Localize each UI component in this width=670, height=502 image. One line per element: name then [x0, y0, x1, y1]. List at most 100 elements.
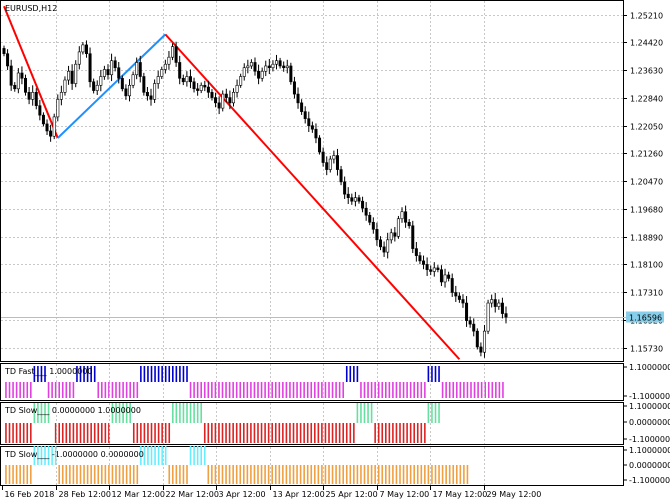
candle	[429, 265, 433, 276]
td-slow-2-label: TD Slow___ -1.0000000 0.0000000	[4, 450, 144, 459]
candle-body-bull	[246, 65, 250, 69]
histogram-bar	[271, 423, 273, 443]
histogram-bar	[243, 382, 245, 398]
histogram-bar	[211, 465, 213, 484]
candle	[479, 342, 483, 357]
candle-body-bear	[214, 97, 218, 104]
histogram-bar	[459, 465, 462, 484]
histogram-bar	[97, 423, 100, 443]
candle-body-bear	[393, 232, 397, 237]
histogram-bar	[466, 465, 469, 484]
histogram-bar	[111, 403, 114, 423]
histogram-bar	[253, 423, 256, 443]
histogram-bar	[409, 465, 412, 484]
histogram-bar	[111, 382, 114, 398]
candle-body-bear	[407, 221, 411, 227]
histogram-bar	[267, 465, 270, 484]
zigzag-down-leg	[3, 5, 59, 139]
histogram-bar	[161, 423, 163, 443]
candle	[371, 217, 375, 234]
candle	[447, 271, 451, 282]
histogram-bar	[377, 465, 380, 484]
candle-body-bear	[303, 111, 307, 119]
candle	[131, 71, 135, 89]
histogram-bar	[214, 423, 217, 443]
candle	[210, 89, 214, 101]
candle-body-bear	[472, 323, 476, 332]
td-slow-panel-1-frame	[0, 402, 624, 445]
candle-body-bull	[400, 211, 404, 220]
histogram-bar	[257, 465, 259, 484]
candle-body-bear	[192, 81, 196, 90]
histogram-bar	[108, 465, 110, 484]
price-panel[interactable]: EURUSD,H12	[0, 0, 629, 362]
candle-body-bear	[206, 86, 210, 93]
candle-body-bull	[67, 70, 71, 81]
x-tick-label: 13 Apr 12:00	[273, 490, 325, 499]
candle	[59, 85, 63, 106]
histogram-bar	[118, 403, 121, 423]
td-fast-panel[interactable]: TD Fast___ 1.0000000	[0, 363, 624, 401]
candle	[321, 147, 325, 167]
histogram-bar	[282, 382, 284, 398]
histogram-bar	[434, 465, 437, 484]
histogram-bar	[228, 423, 231, 443]
candle-body-bear	[350, 197, 354, 202]
candle-body-bear	[203, 84, 207, 88]
histogram-bar	[172, 465, 174, 484]
histogram-bar	[292, 423, 295, 443]
histogram-bar	[79, 465, 82, 484]
candle-body-bull	[497, 302, 501, 307]
candle-body-bull	[56, 99, 60, 118]
candle-body-bull	[199, 84, 203, 91]
histogram-bar	[104, 423, 107, 443]
histogram-bar	[54, 446, 57, 465]
histogram-bar	[455, 465, 458, 484]
histogram-bar	[72, 465, 75, 484]
histogram-bar	[122, 465, 124, 484]
histogram-bar	[22, 382, 25, 398]
candle	[314, 123, 318, 144]
price-axis[interactable]: 1.25210 1.24420 1.23630 1.22840 1.22050 1.212…	[623, 12, 663, 354]
candle	[228, 90, 232, 110]
histogram-bar	[356, 403, 359, 423]
histogram-bar	[349, 465, 352, 484]
histogram-bar	[409, 382, 412, 398]
histogram-bar	[79, 423, 82, 443]
histogram-bar	[93, 366, 96, 382]
histogram-bar	[424, 465, 426, 484]
td-fast-label: TD Fast___ 1.0000000	[4, 367, 92, 376]
candle	[468, 316, 472, 328]
histogram-bar	[203, 446, 206, 465]
histogram-bar	[15, 382, 18, 398]
histogram-bar	[384, 423, 387, 443]
histogram-bar	[331, 465, 334, 484]
histogram-bar	[299, 465, 302, 484]
histogram-bar	[384, 382, 387, 398]
histogram-bar	[388, 465, 391, 484]
candle	[67, 65, 71, 85]
candle	[199, 82, 203, 94]
td-slow-panel-2[interactable]: TD Slow___ -1.0000000 0.0000000	[0, 446, 624, 486]
histogram-bar	[328, 423, 330, 443]
histogram-bar	[104, 465, 107, 484]
candle	[454, 285, 458, 302]
histogram-bar	[26, 382, 29, 398]
histogram-bar	[19, 382, 21, 398]
histogram-bar	[143, 446, 146, 465]
candle	[436, 265, 440, 273]
candle	[443, 268, 447, 288]
candle	[56, 94, 60, 122]
histogram-bar	[150, 366, 153, 382]
time-axis[interactable]: 16 Feb 2018 28 Feb 12:00 12 Mar 12:00 22 Ma…	[2, 486, 542, 499]
histogram-bar	[282, 423, 284, 443]
candle	[203, 80, 207, 92]
candle-body-bull	[443, 274, 447, 283]
histogram-bar	[296, 423, 298, 443]
indicator-axes: 1.1000000-1.10000001.10000000.0000000-1.…	[623, 363, 670, 485]
td-slow-panel-1[interactable]: TD Slow___ 0.0000000 1.0000000	[0, 402, 624, 445]
histogram-bar	[193, 403, 195, 423]
candle	[45, 119, 49, 135]
histogram-bar	[30, 382, 32, 398]
